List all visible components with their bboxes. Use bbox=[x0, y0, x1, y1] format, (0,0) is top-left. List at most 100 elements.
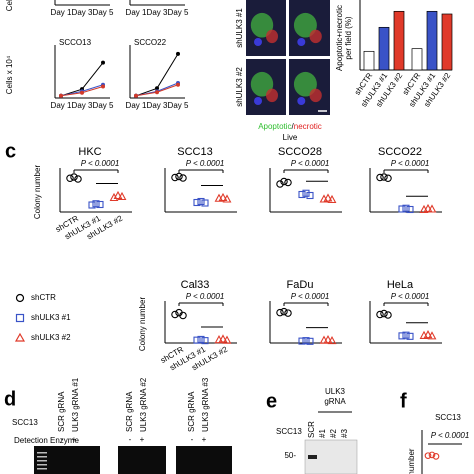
dot bbox=[218, 192, 228, 202]
plot-title: SCCO22 bbox=[378, 146, 422, 158]
legend-label: shCTR bbox=[31, 293, 56, 302]
p-value: P < 0.0001 bbox=[391, 292, 430, 301]
dot bbox=[284, 178, 292, 187]
dot bbox=[66, 174, 74, 183]
x-tick-label: Day 3 bbox=[147, 8, 168, 17]
y-axis-label: Cells x 10⁴ bbox=[5, 0, 14, 11]
dot bbox=[276, 308, 284, 317]
dot bbox=[402, 331, 410, 339]
bar bbox=[393, 10, 405, 71]
dot bbox=[276, 180, 284, 188]
cell-stain bbox=[250, 12, 274, 38]
legend-marker bbox=[15, 293, 25, 303]
p-value: P < 0.0001 bbox=[291, 159, 330, 168]
y-axis-label: per field (%) bbox=[344, 16, 353, 59]
lane-label: SCR gRNA bbox=[125, 391, 134, 432]
x-tick-label: Day 3 bbox=[147, 101, 168, 110]
y-axis-label: Cells x 10⁴ bbox=[5, 55, 14, 94]
x-tick-label: Day 5 bbox=[168, 8, 189, 17]
dot bbox=[302, 189, 310, 197]
lane-label: ULK3 gRNA #3 bbox=[201, 377, 210, 432]
legend-marker bbox=[14, 332, 26, 342]
nucleus bbox=[254, 97, 262, 105]
lane-label: ULK3 gRNA #1 bbox=[71, 377, 80, 432]
p-value: P < 0.0001 bbox=[291, 292, 330, 301]
dot bbox=[284, 309, 292, 317]
dot bbox=[298, 190, 306, 199]
dot bbox=[323, 193, 333, 202]
gel-ladder bbox=[37, 464, 47, 466]
header-label: gRNA bbox=[324, 397, 346, 406]
nucleus bbox=[297, 38, 306, 46]
legend-label: Apoptotic/necrotic bbox=[258, 122, 322, 131]
point bbox=[59, 93, 63, 98]
enzyme-label: Detection Enzyme bbox=[14, 436, 79, 445]
dot bbox=[376, 173, 384, 182]
point bbox=[176, 82, 180, 87]
x-tick-label: Day 1 bbox=[51, 101, 72, 110]
plot-title: HeLa bbox=[387, 279, 414, 291]
cell-stain bbox=[266, 88, 278, 103]
legend-marker bbox=[15, 313, 25, 323]
dot bbox=[218, 334, 228, 343]
nucleus bbox=[297, 97, 306, 105]
dot bbox=[423, 330, 433, 339]
gel-ladder bbox=[37, 456, 47, 458]
dot bbox=[398, 205, 406, 213]
panel-label: e bbox=[266, 390, 277, 412]
legend-label: shULK3 #1 bbox=[31, 313, 71, 322]
y-axis-label: number bbox=[407, 448, 416, 474]
dot bbox=[171, 173, 179, 182]
dot bbox=[280, 307, 288, 316]
p-value: P < 0.0001 bbox=[186, 159, 225, 168]
cell-stain bbox=[309, 29, 322, 44]
dot bbox=[179, 311, 187, 320]
dot bbox=[222, 335, 232, 344]
x-tick-label: Day 5 bbox=[93, 101, 114, 110]
dot bbox=[427, 331, 437, 340]
dot bbox=[424, 452, 432, 460]
dot bbox=[96, 200, 104, 209]
dot bbox=[423, 203, 433, 213]
cell-stain bbox=[250, 71, 274, 97]
p-value: P < 0.0001 bbox=[186, 292, 225, 301]
dot bbox=[323, 335, 333, 344]
dot bbox=[175, 172, 183, 181]
p-value: P < 0.0001 bbox=[81, 159, 120, 168]
plot-title: HKC bbox=[78, 146, 101, 158]
enzyme-sign: - bbox=[129, 435, 132, 444]
p-value: P < 0.0001 bbox=[391, 159, 430, 168]
legend-part: Apoptotic bbox=[258, 122, 291, 131]
dot bbox=[222, 194, 232, 203]
y-axis-label: Colony number bbox=[33, 165, 42, 220]
dot bbox=[306, 337, 314, 345]
dot bbox=[298, 337, 306, 345]
legend-label: shULK3 #2 bbox=[31, 333, 71, 342]
legend-label: Live bbox=[283, 133, 298, 142]
dot bbox=[171, 310, 179, 319]
x-tick-label: Day 1 bbox=[51, 8, 72, 17]
panel-label: d bbox=[4, 388, 16, 410]
dot bbox=[384, 311, 392, 319]
enzyme-sign: - bbox=[191, 435, 194, 444]
dot bbox=[70, 173, 78, 181]
plot-title: SCC13 bbox=[177, 146, 212, 158]
gel-ladder bbox=[37, 468, 47, 470]
dot bbox=[376, 310, 384, 319]
dot bbox=[402, 204, 410, 212]
dot bbox=[380, 309, 388, 318]
blot-band bbox=[308, 455, 317, 459]
dot bbox=[280, 177, 288, 186]
plot-title: FaDu bbox=[287, 279, 314, 291]
plot-title: Cal33 bbox=[181, 279, 210, 291]
enzyme-sign: + bbox=[140, 435, 145, 444]
lane-label: ULK3 gRNA #2 bbox=[139, 377, 148, 432]
plot-title: SCCO28 bbox=[278, 146, 322, 158]
dot bbox=[197, 197, 205, 206]
bar bbox=[441, 13, 453, 71]
lane-label: SCR bbox=[307, 421, 316, 438]
y-axis-label: Apoptotic+necrotic bbox=[335, 5, 344, 71]
gel-ladder bbox=[37, 452, 47, 454]
mw-marker: 50- bbox=[284, 451, 296, 460]
cell-line: SCC13 bbox=[435, 413, 461, 422]
